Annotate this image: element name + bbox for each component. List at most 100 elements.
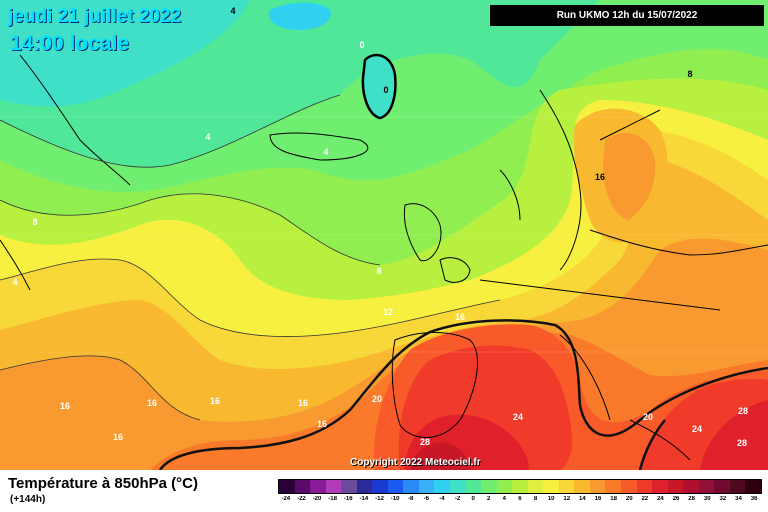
color-swatch: [434, 480, 451, 493]
band-0: [0, 0, 250, 107]
scale-label: 24: [657, 496, 664, 502]
isotherm-20: [158, 319, 768, 470]
isotherm-label: 0: [383, 85, 388, 95]
isotherm-label: 16: [113, 432, 123, 442]
copyright-text: Copyright 2022 Meteociel.fr: [350, 457, 481, 468]
isotherm-label: 8: [687, 69, 692, 79]
color-swatch: [496, 480, 513, 493]
north-cold-blob: [269, 2, 331, 30]
variable-title: Température à 850hPa (°C): [8, 475, 198, 492]
isotherm-label: 16: [298, 398, 308, 408]
color-swatch: [589, 480, 606, 493]
scale-label: 22: [641, 496, 649, 502]
scale-label: 12: [563, 496, 571, 502]
scale-label: 6: [518, 496, 522, 502]
color-swatch: [558, 480, 575, 493]
color-swatch: [698, 480, 715, 493]
scale-label: -22: [297, 496, 306, 502]
isotherm-label: 28: [420, 437, 430, 447]
scale-label: 14: [579, 496, 586, 502]
isotherms-thin: [0, 94, 501, 421]
scale-label: -8: [408, 496, 414, 502]
isotherm-label: 24: [513, 412, 523, 422]
footer-bar: Température à 850hPa (°C) (+144h) -24 -22…: [0, 470, 768, 512]
color-swatch: [341, 480, 357, 493]
band-scandi-16: [603, 132, 656, 220]
color-swatch: [418, 480, 435, 493]
color-scale-labels: -24 -22 -20 -18 -16 -14 -12 -10 -8 -6 -4 -2 0 2 4 6 8 10 1…: [278, 496, 762, 506]
coastlines: [0, 54, 768, 461]
scale-label: -12: [375, 496, 384, 502]
color-swatch: [465, 480, 482, 493]
color-swatch: [450, 480, 466, 493]
isotherm-label: 16: [455, 312, 465, 322]
scale-label: 8: [533, 496, 538, 502]
color-swatch: [605, 480, 622, 493]
color-swatch: [403, 480, 419, 493]
isotherm-label: 20: [372, 394, 382, 404]
scale-label: 20: [625, 496, 633, 502]
isotherm-label: 16: [317, 419, 327, 429]
scale-label: 2: [487, 496, 491, 502]
scale-label: -4: [439, 496, 445, 502]
scale-label: 36: [750, 496, 758, 502]
svalbard-cold-zone: [361, 53, 397, 120]
scale-label: -16: [343, 496, 353, 502]
color-swatch: [714, 480, 730, 493]
isotherm-label: 28: [738, 406, 748, 416]
color-swatch: [527, 480, 544, 493]
color-swatch: [745, 480, 761, 493]
isotherm-label: 4: [230, 6, 235, 16]
color-swatch: [729, 480, 746, 493]
scale-label: 18: [610, 496, 617, 502]
scale-label: -10: [390, 496, 400, 502]
scale-label: 32: [719, 496, 727, 502]
scale-label: 34: [735, 496, 742, 502]
color-swatch: [652, 480, 668, 493]
time-title: 14:00 locale: [10, 32, 130, 55]
isotherm-label: 0: [359, 40, 364, 50]
isotherm-label: 12: [383, 307, 393, 317]
color-swatch: [372, 480, 388, 493]
scale-label: 30: [703, 496, 711, 502]
date-title: jeudi 21 juillet 2022: [8, 6, 182, 27]
scale-label: 0: [471, 496, 475, 502]
scale-label: -14: [359, 496, 369, 502]
scale-label: 4: [502, 496, 506, 502]
isotherm-label: 16: [210, 396, 220, 406]
scale-label: -24: [281, 496, 291, 502]
color-swatch: [356, 480, 373, 493]
scale-label: -20: [312, 496, 322, 502]
band-26: [410, 442, 470, 470]
isotherm-label: 4: [12, 277, 17, 287]
temperature-map: 4 0 0 4 4 8 16 8 8 4 12 16 16 16 16 16 16 16 20 24 28 20 24 28 2…: [0, 0, 768, 470]
scale-label: -6: [423, 496, 429, 502]
isotherm-label: 8: [32, 217, 37, 227]
color-swatch: [543, 480, 559, 493]
color-swatch: [325, 480, 342, 493]
color-swatch: [621, 480, 637, 493]
lead-time: (+144h): [10, 494, 46, 505]
color-swatch: [512, 480, 528, 493]
isotherm-label: 16: [595, 172, 605, 182]
isotherm-label: 4: [205, 132, 210, 142]
isotherm-label: 20: [643, 412, 653, 422]
color-swatch: [481, 480, 497, 493]
isotherm-labels: 4 0 0 4 4 8 16 8 8 4 12 16 16 16 16 16 16 16 20 24 28 20 24 28 2…: [12, 6, 748, 448]
color-swatch: [683, 480, 699, 493]
scale-label: 10: [547, 496, 555, 502]
isotherm-label: 16: [60, 401, 70, 411]
scale-label: 28: [688, 496, 695, 502]
scale-label: 26: [672, 496, 680, 502]
color-swatch: [294, 480, 311, 493]
band-24-east: [700, 400, 768, 470]
run-info-badge: Run UKMO 12h du 15/07/2022: [490, 5, 764, 26]
isotherm-label: 16: [147, 398, 157, 408]
color-swatch: [387, 480, 404, 493]
isotherm-label: 4: [323, 147, 328, 157]
graticule: [0, 116, 768, 353]
isotherm-label: 24: [692, 424, 702, 434]
color-swatch: [667, 480, 684, 493]
scale-label: -2: [454, 496, 461, 502]
